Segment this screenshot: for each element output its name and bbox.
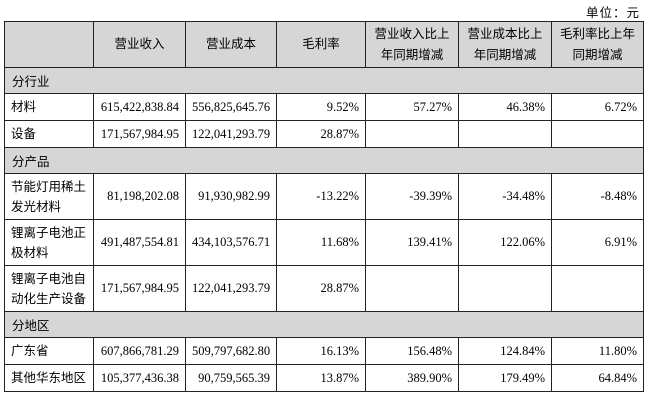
table-row: 节能灯用稀土发光材料 81,198,202.08 91,930,982.99 -13.… — [4, 173, 644, 220]
unit-label: 单位：元 — [585, 6, 640, 20]
value-cell — [458, 120, 552, 148]
section-header-row: 分地区 — [4, 311, 644, 338]
value-cell: 28.87% — [276, 120, 366, 148]
row-label: 其他华东地区 — [4, 364, 94, 392]
section-title: 分行业 — [4, 67, 644, 94]
row-label: 广东省 — [4, 337, 94, 365]
value-cell: 171,567,984.95 — [93, 265, 186, 312]
value-cell: 509,797,682.80 — [185, 337, 277, 365]
value-cell: 28.87% — [276, 265, 366, 312]
value-cell: 389.90% — [365, 364, 459, 392]
value-cell: 46.38% — [458, 93, 552, 121]
value-cell: 122,041,293.79 — [185, 265, 277, 312]
value-cell: 139.41% — [365, 219, 459, 266]
table-row: 广东省 607,866,781.29 509,797,682.80 16.13% 156… — [4, 337, 644, 365]
value-cell — [551, 120, 644, 148]
value-cell: -39.39% — [365, 173, 459, 220]
section-header-row: 分行业 — [4, 67, 644, 94]
column-header: 营业成本比上年同期增减 — [458, 21, 552, 68]
column-header: 毛利率比上年同期增减 — [551, 21, 644, 68]
column-header: 毛利率 — [276, 21, 366, 68]
value-cell: -8.48% — [551, 173, 644, 220]
column-header: 营业收入 — [93, 21, 186, 68]
table-row: 设备 171,567,984.95 122,041,293.79 28.87% — [4, 120, 644, 148]
row-label: 锂离子电池正极材料 — [4, 219, 94, 266]
value-cell: 122.06% — [458, 219, 552, 266]
section-header-row: 分产品 — [4, 147, 644, 174]
value-cell: 11.80% — [551, 337, 644, 365]
value-cell: 6.91% — [551, 219, 644, 266]
value-cell — [365, 120, 459, 148]
value-cell: 122,041,293.79 — [185, 120, 277, 148]
value-cell: 491,487,554.81 — [93, 219, 186, 266]
value-cell: 124.84% — [458, 337, 552, 365]
table-row: 其他华东地区 105,377,436.38 90,759,565.39 13.87% 3… — [4, 364, 644, 392]
value-cell: 556,825,645.76 — [185, 93, 277, 121]
value-cell: 13.87% — [276, 364, 366, 392]
row-label: 材料 — [4, 93, 94, 121]
section-title: 分地区 — [4, 311, 644, 338]
value-cell: -34.48% — [458, 173, 552, 220]
table-row: 锂离子电池自动化生产设备 171,567,984.95 122,041,293.79… — [4, 265, 644, 312]
value-cell: 156.48% — [365, 337, 459, 365]
row-label: 锂离子电池自动化生产设备 — [4, 265, 94, 312]
value-cell: 11.68% — [276, 219, 366, 266]
value-cell: 179.49% — [458, 364, 552, 392]
value-cell: 81,198,202.08 — [93, 173, 186, 220]
section-title: 分产品 — [4, 147, 644, 174]
value-cell: 57.27% — [365, 93, 459, 121]
value-cell: 64.84% — [551, 364, 644, 392]
value-cell — [365, 265, 459, 312]
column-header: 营业成本 — [185, 21, 277, 68]
value-cell: 91,930,982.99 — [185, 173, 277, 220]
value-cell: 90,759,565.39 — [185, 364, 277, 392]
value-cell: 16.13% — [276, 337, 366, 365]
value-cell: -13.22% — [276, 173, 366, 220]
value-cell — [551, 265, 644, 312]
corner-header-cell — [4, 21, 94, 68]
header-row: 营业收入 营业成本 毛利率 营业收入比上年同期增减 营业成本比上年同期增减 毛利率比上年同… — [4, 21, 644, 68]
row-label: 节能灯用稀土发光材料 — [4, 173, 94, 220]
value-cell: 615,422,838.84 — [93, 93, 186, 121]
column-header: 营业收入比上年同期增减 — [365, 21, 459, 68]
value-cell: 9.52% — [276, 93, 366, 121]
value-cell: 607,866,781.29 — [93, 337, 186, 365]
value-cell: 434,103,576.71 — [185, 219, 277, 266]
value-cell — [458, 265, 552, 312]
value-cell: 6.72% — [551, 93, 644, 121]
table-body: 分行业 材料 615,422,838.84 556,825,645.76 9.52% 57… — [4, 67, 644, 392]
table-header: 营业收入 营业成本 毛利率 营业收入比上年同期增减 营业成本比上年同期增减 毛利率比上年同… — [4, 21, 644, 68]
segment-revenue-table: 营业收入 营业成本 毛利率 营业收入比上年同期增减 营业成本比上年同期增减 毛利率比上年同… — [4, 21, 644, 392]
table-row: 材料 615,422,838.84 556,825,645.76 9.52% 57.27… — [4, 93, 644, 121]
value-cell: 105,377,436.38 — [93, 364, 186, 392]
table-row: 锂离子电池正极材料 491,487,554.81 434,103,576.71 11.… — [4, 219, 644, 266]
row-label: 设备 — [4, 120, 94, 148]
value-cell: 171,567,984.95 — [93, 120, 186, 148]
